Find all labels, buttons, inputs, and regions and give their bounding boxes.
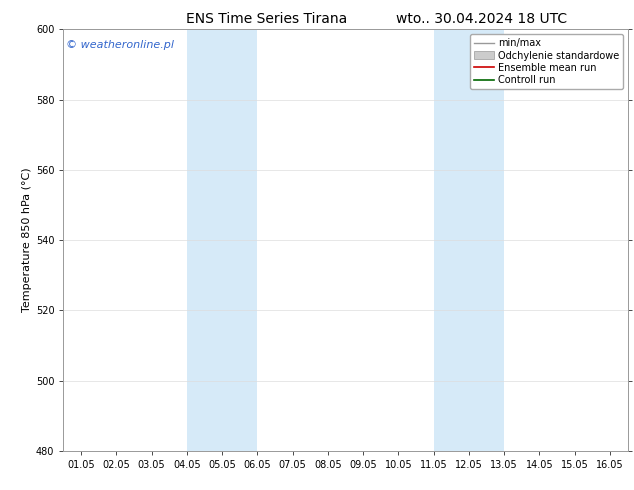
Legend: min/max, Odchylenie standardowe, Ensemble mean run, Controll run: min/max, Odchylenie standardowe, Ensembl… [470, 34, 623, 89]
Bar [187, 29, 257, 451]
Text: ENS Time Series Tirana: ENS Time Series Tirana [186, 12, 347, 26]
Y-axis label: Temperature 850 hPa (°C): Temperature 850 hPa (°C) [22, 168, 32, 313]
Bar [434, 29, 504, 451]
Text: © weatheronline.pl: © weatheronline.pl [66, 40, 174, 50]
Text: wto.. 30.04.2024 18 UTC: wto.. 30.04.2024 18 UTC [396, 12, 567, 26]
